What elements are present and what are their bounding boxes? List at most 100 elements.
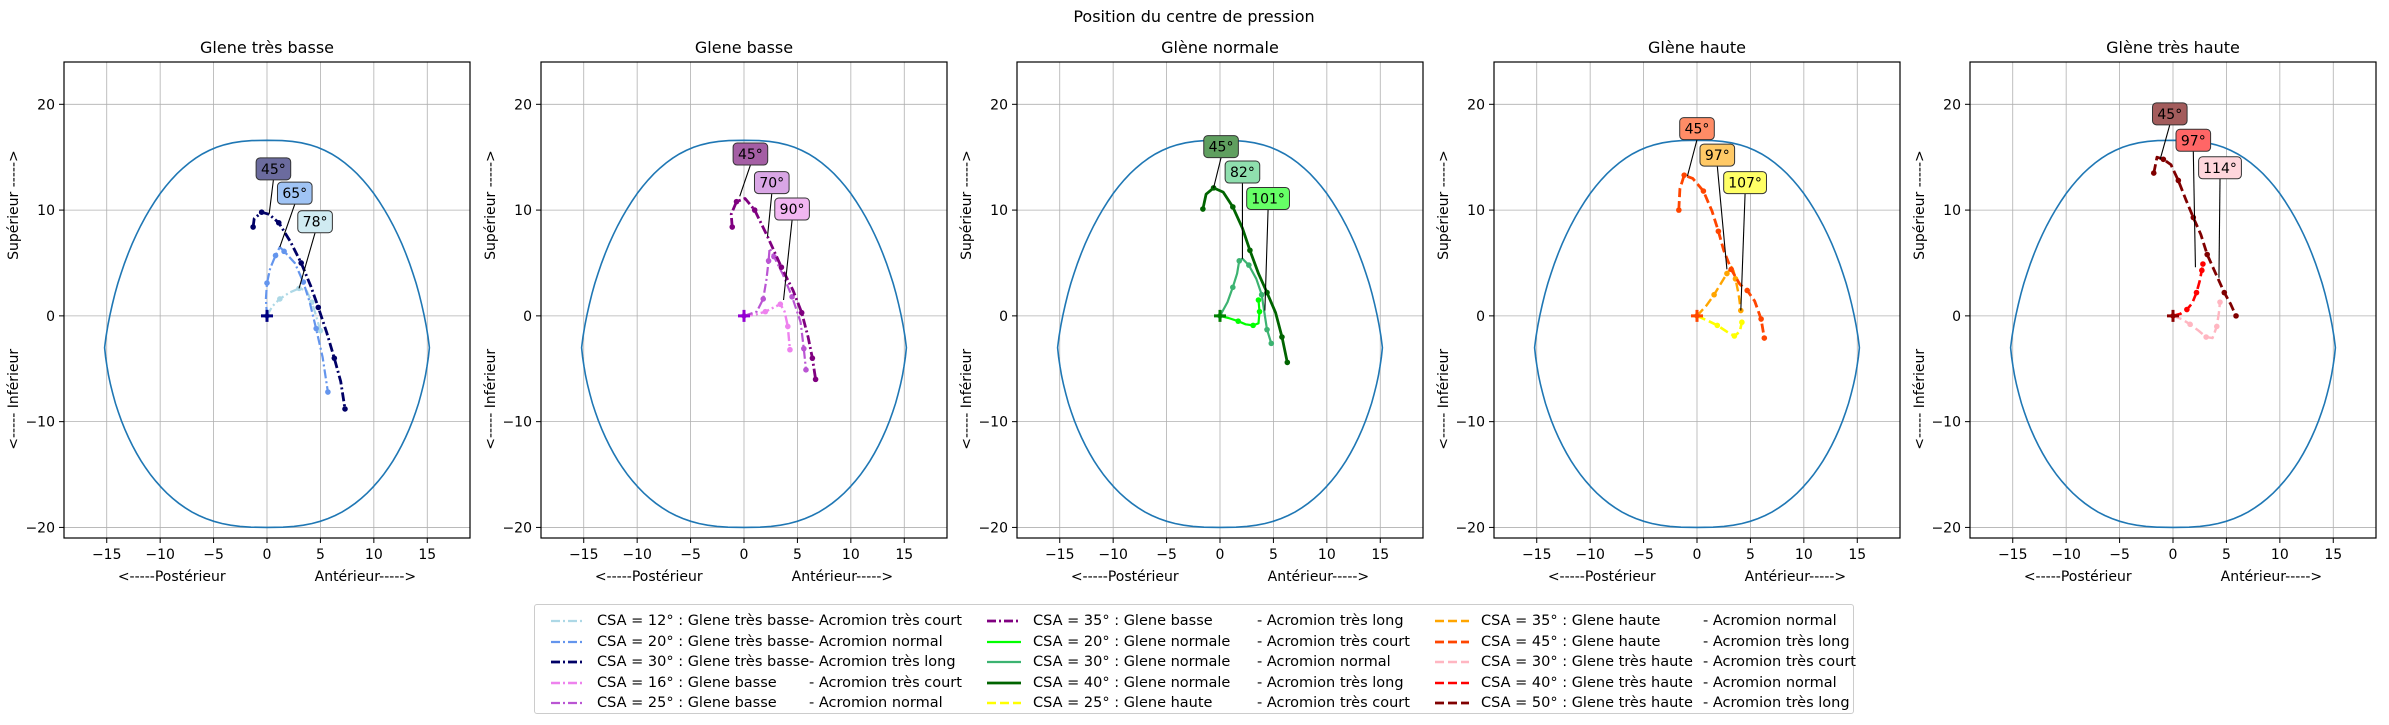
series-point <box>2160 156 2167 163</box>
subplot-title: Glène très haute <box>2106 38 2240 57</box>
y-tick-label: −10 <box>1455 415 1485 431</box>
legend-entry: CSA = 25° : Glene haute <box>985 693 1212 713</box>
series-point <box>801 345 807 352</box>
subplot-4: 45° 97° 107° −15 −10 −5 0 5 10 15 −20 −10 0 10 20 Glène… <box>1436 38 1901 585</box>
annotation-box <box>1699 143 1736 167</box>
legend-label: - Acromion très court <box>809 613 962 629</box>
series-point <box>733 198 740 205</box>
annotation-label: 45° <box>2157 107 2182 123</box>
legend-label: CSA = 50° : Glene très haute <box>1481 695 1693 711</box>
legend-swatch <box>1435 660 1469 664</box>
y-axis-label: <----- Inférieur Supérieur -----> <box>1436 150 1452 449</box>
series-point <box>2214 323 2220 330</box>
legend-entry: - Acromion normal <box>807 693 943 713</box>
y-tick-label: −20 <box>1455 520 1485 536</box>
series-point <box>272 252 279 259</box>
series-point <box>1700 188 1707 194</box>
series-point <box>2204 251 2210 258</box>
series-line-2 <box>743 247 808 370</box>
x-tick-label: 5 <box>1746 547 1755 563</box>
legend-swatch <box>1435 619 1469 623</box>
annotation-label: 82° <box>1230 165 1255 181</box>
x-tick-label: 0 <box>740 547 749 563</box>
series-point <box>729 224 736 230</box>
y-tick-label: 10 <box>1467 203 1485 219</box>
legend-entry: - Acromion normal <box>1255 652 1391 672</box>
annotation-arrow <box>739 164 751 197</box>
legend-entry: - Acromion très court <box>807 611 962 631</box>
x-tick-label: 15 <box>2324 547 2342 563</box>
series-point <box>785 323 791 330</box>
legend-label: - Acromion normal <box>809 633 943 650</box>
x-tick-label: −15 <box>569 547 599 563</box>
legend-swatch <box>1435 701 1469 705</box>
x-tick-label: 15 <box>418 547 436 563</box>
series-point <box>798 309 805 316</box>
annotation-arrow <box>1213 157 1222 189</box>
subplot-2: 45° 70° 90° −15 −10 −5 0 5 10 15 −20 −10 0 10 20 Glene … <box>483 38 948 585</box>
annotation-arrow <box>298 232 316 289</box>
legend-label: - Acromion très long <box>1257 674 1404 691</box>
series-point <box>1230 284 1236 291</box>
legend-label: CSA = 25° : Glene basse <box>597 695 777 711</box>
annotation-box <box>1246 186 1290 210</box>
x-tick-label: −15 <box>1045 547 1075 563</box>
legend-entry: CSA = 20° : Glene normale <box>985 632 1230 652</box>
series-point <box>2217 299 2223 305</box>
x-tick-label: 5 <box>1269 547 1278 563</box>
series-line-2 <box>1219 257 1273 344</box>
series-point <box>751 207 758 213</box>
annotation-box <box>276 181 313 205</box>
y-tick-label: 0 <box>1952 309 1961 325</box>
annotation-arrow <box>1264 209 1269 311</box>
series-point <box>1758 316 1764 322</box>
annotation-label: 45° <box>1209 140 1234 156</box>
series-point <box>315 304 322 311</box>
annotation-box <box>774 197 810 221</box>
series-point <box>250 224 256 230</box>
legend-label: CSA = 20° : Glene normale <box>1033 633 1231 650</box>
y-tick-label: 20 <box>514 97 532 113</box>
legend-swatch <box>987 701 1021 705</box>
annotation-box <box>753 171 790 195</box>
series-point <box>317 327 324 334</box>
x-axis-label: <-----Postérieur Antérieur-----> <box>1071 569 1369 585</box>
legend-entry: - Acromion normal <box>807 632 943 652</box>
annotation-arrow <box>2159 124 2171 160</box>
legend-entry: CSA = 40° : Glene très haute <box>1433 673 1693 693</box>
x-tick-label: 0 <box>1693 547 1702 563</box>
legend-entry: CSA = 40° : Glene normale <box>985 673 1230 693</box>
legend-label: - Acromion très long <box>809 654 956 670</box>
legend-label: CSA = 25° : Glene haute <box>1033 695 1213 711</box>
legend-entry: - Acromion très long <box>1255 673 1404 693</box>
y-tick-label: −10 <box>25 415 55 431</box>
series-point <box>760 296 767 302</box>
annotation-box <box>2175 128 2212 152</box>
annotation-box <box>1723 171 1767 195</box>
glenoid-outline <box>1533 139 1861 529</box>
series-point <box>1258 291 1265 298</box>
series-point <box>1246 262 1252 268</box>
x-axis-label: <-----Postérieur Antérieur-----> <box>118 569 416 585</box>
y-axis-label: <----- Inférieur Supérieur -----> <box>6 150 22 449</box>
series-point <box>787 346 793 353</box>
series-line-1 <box>2172 301 2222 340</box>
y-tick-label: −10 <box>1931 415 1961 431</box>
annotation-box <box>1679 117 1715 141</box>
legend-swatch <box>987 640 1021 643</box>
x-tick-label: −10 <box>622 547 652 563</box>
subplot-title: Glene basse <box>695 38 793 57</box>
figure: Position du centre de pression 45° 65° 78°… <box>6 7 2377 585</box>
annotation-box <box>255 157 292 181</box>
series-point <box>2221 289 2228 296</box>
series-point <box>1711 291 1717 298</box>
series-line-2 <box>1696 265 1742 317</box>
series-point <box>1250 322 1256 329</box>
annotation-label: 97° <box>1705 148 1730 164</box>
x-tick-label: −5 <box>2109 547 2130 563</box>
y-tick-label: 20 <box>37 97 55 113</box>
series-line-1 <box>266 287 322 332</box>
y-tick-label: −10 <box>978 415 1008 431</box>
y-tick-label: −20 <box>1931 520 1961 536</box>
subplot-1: 45° 65° 78° −15 −10 −5 0 5 10 15 −20 −10 0 10 20 Glene … <box>6 38 471 585</box>
